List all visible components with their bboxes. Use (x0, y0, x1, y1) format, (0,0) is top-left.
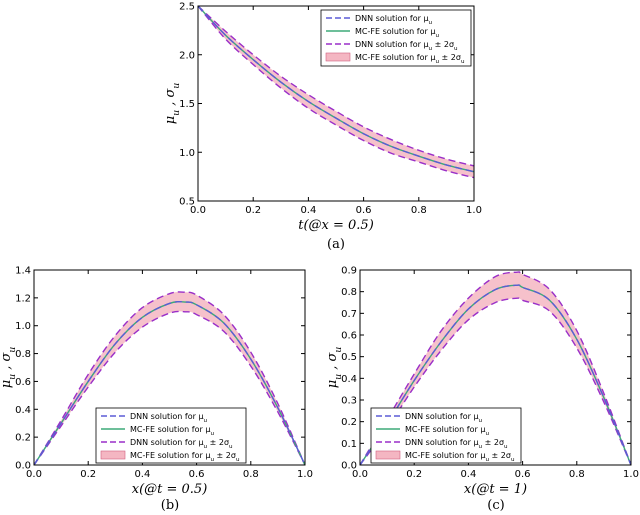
legend-entry-label: MC-FE solution for μu ± 2σu (405, 451, 515, 463)
plot-area (198, 6, 474, 179)
legend-entry-label: DNN solution for μu (405, 412, 483, 424)
legend-entry-label: DNN solution for μu (355, 14, 433, 26)
legend-swatch-band (100, 450, 126, 460)
y-tick-label: 0.6 (15, 377, 31, 388)
y-tick-label: 0.3 (341, 396, 357, 407)
x-tick-label: 1.0 (297, 469, 313, 480)
x-tick-label: 0.8 (569, 469, 585, 480)
dnn-upper-line (34, 291, 305, 465)
y-tick-label: 0.7 (341, 309, 357, 320)
caption-c: (c) (487, 498, 504, 513)
x-tick-label: 0.6 (356, 205, 372, 216)
y-axis-label: μu , σu (0, 347, 18, 389)
y-tick-label: 1.0 (179, 148, 195, 159)
legend-entry-label: DNN solution for μu ± 2σu (355, 40, 458, 52)
dnn-lower-line (360, 297, 631, 465)
x-tick-label: 0.0 (352, 469, 368, 480)
y-tick-label: 0.2 (341, 417, 357, 428)
legend-entry-label: MC-FE solution for μu ± 2σu (130, 451, 240, 463)
y-tick-label: 1.2 (15, 293, 31, 304)
mcfe-band (34, 291, 305, 465)
x-tick-label: 0.2 (245, 205, 261, 216)
x-tick-label: 0.8 (411, 205, 427, 216)
chart-c: 0.0 0.2 0.4 0.6 0.8 1.0 0.0 0.1 0.2 0.3 0.4 0.5 0.6 0… (325, 266, 639, 498)
dnn-lower-line (34, 310, 305, 465)
x-tick-label: 0.0 (26, 469, 42, 480)
y-tick-label: 1.5 (179, 99, 195, 110)
x-tick-label: 0.2 (80, 469, 96, 480)
y-tick-label: 0.2 (15, 433, 31, 444)
x-tick-label: 0.8 (243, 469, 259, 480)
x-tick-label: 0.4 (460, 469, 476, 480)
x-tick-label: 1.0 (623, 469, 639, 480)
mcfe-band (360, 271, 631, 465)
y-tick-label: 0.4 (341, 374, 357, 385)
y-axis-label: μu , σu (325, 347, 344, 389)
mcfe-band (198, 6, 474, 178)
dnn-lower-line (198, 6, 474, 179)
y-axis-label: μu , σu (163, 83, 182, 125)
x-tick-label: 0.6 (189, 469, 205, 480)
legend-swatch-band (375, 450, 401, 460)
y-tick-label: 0.0 (341, 461, 357, 472)
legend-entry-label: MC-FE solution for μu (130, 425, 214, 437)
legend-entry-label: DNN solution for μu ± 2σu (130, 438, 233, 450)
legend-swatch-band (325, 52, 351, 62)
y-tick-label: 0.4 (15, 405, 31, 416)
chart-a: 0.0 0.2 0.4 0.6 0.8 1.0 0.5 1.0 1.5 2.0 2.5 t(@x = … (163, 2, 482, 234)
caption-a: (a) (327, 237, 345, 252)
legend-entry-label: DNN solution for μu (130, 412, 208, 424)
y-tick-label: 0.5 (179, 197, 195, 208)
y-tick-label: 0.0 (15, 461, 31, 472)
x-axis-label: x(@t = 0.5) (132, 482, 208, 497)
legend-entry-label: MC-FE solution for μu ± 2σu (355, 53, 465, 65)
x-axis-label: x(@t = 1) (464, 482, 527, 497)
y-tick-label: 0.8 (15, 349, 31, 360)
y-tick-label: 0.6 (341, 331, 357, 342)
chart-b: 0.0 0.2 0.4 0.6 0.8 1.0 0.0 0.2 0.4 0.6 0.8 1.0 1.2 1… (0, 266, 313, 498)
y-tick-label: 2.5 (179, 2, 195, 13)
x-tick-label: 0.6 (515, 469, 531, 480)
y-tick-label: 1.0 (15, 321, 31, 332)
dnn-mean-line (34, 300, 305, 465)
legend-entry-label: MC-FE solution for μu (355, 27, 439, 39)
legend-entry-label: MC-FE solution for μu (405, 425, 489, 437)
y-tick-label: 0.5 (341, 352, 357, 363)
x-tick-label: 0.4 (300, 205, 316, 216)
plot-area (34, 291, 305, 465)
dnn-mean-line (360, 284, 631, 465)
axes-frame (359, 269, 632, 466)
y-tick-label: 0.8 (341, 287, 357, 298)
dnn-upper-line (360, 271, 631, 465)
y-tick-label: 0.1 (341, 439, 357, 450)
y-tick-label: 2.0 (179, 50, 195, 61)
y-tick-label: 1.4 (15, 266, 31, 277)
x-tick-label: 0.2 (406, 469, 422, 480)
caption-b: (b) (161, 498, 179, 513)
x-tick-label: 0.0 (190, 205, 206, 216)
legend-entry-label: DNN solution for μu ± 2σu (405, 438, 508, 450)
x-tick-label: 1.0 (466, 205, 482, 216)
axes-frame (33, 269, 306, 466)
x-axis-label: t(@x = 0.5) (298, 218, 374, 233)
dnn-mean-line (198, 6, 474, 173)
x-tick-label: 0.4 (134, 469, 150, 480)
y-tick-label: 0.9 (341, 266, 357, 277)
plot-area (360, 271, 631, 465)
